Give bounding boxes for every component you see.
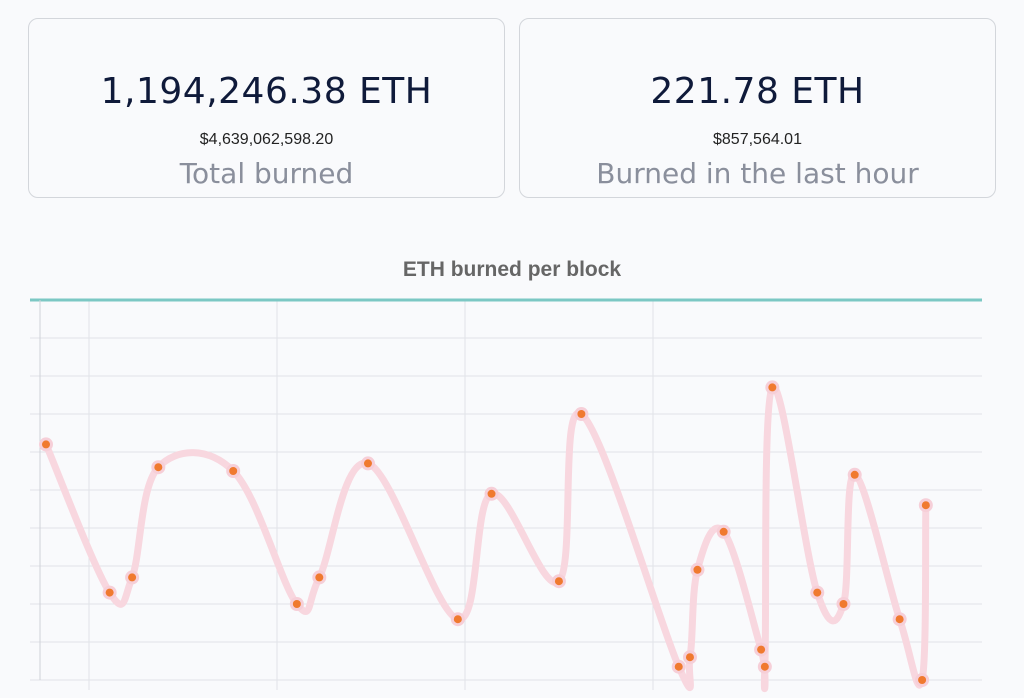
last-hour-burned-value: 221.78 ETH bbox=[650, 71, 865, 112]
data-point bbox=[850, 470, 859, 479]
data-point bbox=[813, 588, 822, 597]
data-point bbox=[719, 527, 728, 536]
total-burned-usd: $4,639,062,598.20 bbox=[199, 131, 334, 148]
data-point bbox=[105, 588, 114, 597]
data-point bbox=[554, 577, 563, 586]
data-point bbox=[918, 676, 927, 684]
data-point bbox=[577, 410, 586, 418]
total-burned-card: 1,194,246.38 ETH $4,639,062,598.20 Total… bbox=[28, 18, 505, 198]
data-point bbox=[292, 600, 301, 608]
data-point bbox=[128, 573, 137, 582]
data-point bbox=[693, 565, 702, 574]
data-point bbox=[839, 600, 848, 608]
data-point bbox=[768, 383, 777, 392]
data-point bbox=[487, 489, 496, 498]
data-points bbox=[39, 380, 933, 687]
data-point bbox=[453, 615, 462, 624]
last-hour-burned-usd: $857,564.01 bbox=[713, 131, 802, 148]
series-line bbox=[42, 383, 930, 693]
data-point bbox=[760, 662, 769, 671]
data-point bbox=[895, 615, 904, 624]
data-point bbox=[757, 645, 766, 654]
data-point bbox=[154, 463, 163, 472]
data-point bbox=[363, 459, 372, 468]
last-hour-burned-label: Burned in the last hour bbox=[596, 157, 919, 190]
data-point bbox=[315, 573, 324, 582]
data-point bbox=[685, 653, 694, 662]
data-point bbox=[229, 467, 238, 475]
data-point bbox=[921, 501, 930, 510]
total-burned-value: 1,194,246.38 ETH bbox=[100, 71, 433, 112]
total-burned-label: Total burned bbox=[179, 157, 354, 190]
data-point bbox=[42, 440, 50, 449]
chart-title: ETH burned per block bbox=[402, 258, 622, 281]
last-hour-burned-card: 221.78 ETH $857,564.01 Burned in the las… bbox=[519, 18, 996, 198]
vertical-gridlines bbox=[88, 300, 654, 690]
data-point bbox=[674, 662, 683, 671]
